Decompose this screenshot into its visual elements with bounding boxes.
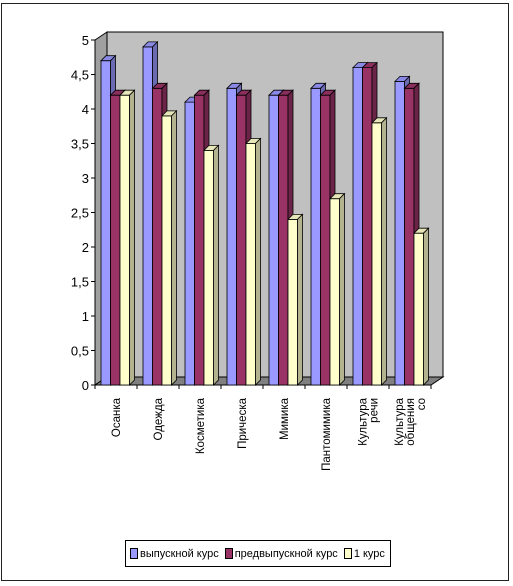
y-tick-label: 5 [82,33,89,48]
y-tick-label: 0,5 [71,344,89,359]
bar-side [381,116,387,386]
x-tick-label: Прическа [237,397,249,449]
x-tick-label: Косметика [195,397,207,454]
y-tick-label: 4,5 [71,68,89,83]
bar [320,94,331,386]
y-tick-label: 3 [82,171,89,186]
bar [142,46,153,386]
legend: выпускной курс предвыпускной курс 1 курс [125,540,391,567]
legend-label-series-2: предвыпускной курс [234,547,338,560]
bar [278,94,289,386]
bar [119,94,130,386]
x-tick-label: Мимика [279,397,291,440]
x-tick-label: со [416,398,428,410]
bar [194,94,205,386]
bar [404,87,415,386]
bar-side [255,137,261,386]
bar-side [423,227,429,386]
y-tick-label: 2,5 [71,206,89,221]
bar [329,198,340,386]
bar-side [297,213,303,386]
bar-side [171,109,177,386]
x-tick-label: общения [405,398,417,446]
legend-item-series-3: 1 курс [343,547,385,560]
legend-swatch-series-1 [130,548,138,559]
x-tick-label: Культура [394,397,406,445]
legend-item-series-1: выпускной курс [130,548,219,560]
bar [268,94,279,386]
bar [184,101,195,386]
bar-side [129,89,135,386]
y-tick-label: 1 [82,309,89,324]
legend-label-series-1: выпускной курс [140,547,219,560]
bar [245,143,256,386]
legend-label-series-3: 1 курс [353,547,385,560]
bar [161,115,172,386]
bar [236,94,247,386]
bar [413,232,424,386]
legend-swatch-series-3 [343,548,352,559]
bar-side [213,144,219,386]
bar [152,87,163,386]
bar [226,87,237,386]
bar [287,218,298,386]
x-tick-label: Одежда [153,397,165,440]
bar-side [339,192,345,386]
bar [362,67,373,386]
bar [352,67,363,386]
legend-item-series-2: предвыпускной курс [224,547,338,560]
bar [110,94,121,386]
y-tick-label: 0 [82,378,89,393]
bar [310,87,321,386]
y-tick-label: 3,5 [71,137,89,152]
bar [100,60,111,386]
bar [394,81,405,386]
x-tick-label: Осанка [111,397,123,437]
y-tick-label: 1,5 [71,275,89,290]
x-tick-label: речи [369,398,381,423]
y-tick-label: 2 [82,240,89,255]
x-tick-label: Пантомимика [321,397,333,470]
x-tick-label: Культура [358,397,370,445]
bar [203,149,214,386]
y-tick-label: 4 [82,102,89,117]
bar [371,122,382,386]
legend-swatch-series-2 [224,548,233,559]
